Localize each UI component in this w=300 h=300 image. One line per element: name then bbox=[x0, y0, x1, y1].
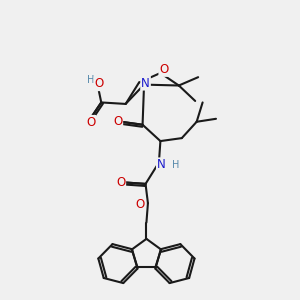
Text: O: O bbox=[94, 77, 104, 90]
Text: O: O bbox=[136, 198, 145, 211]
Text: N: N bbox=[157, 158, 166, 171]
Text: N: N bbox=[141, 76, 150, 90]
Text: H: H bbox=[87, 75, 94, 85]
Text: O: O bbox=[159, 63, 169, 76]
Text: O: O bbox=[113, 115, 122, 128]
Text: H: H bbox=[172, 160, 180, 170]
Text: O: O bbox=[116, 176, 125, 189]
Text: O: O bbox=[86, 116, 95, 129]
